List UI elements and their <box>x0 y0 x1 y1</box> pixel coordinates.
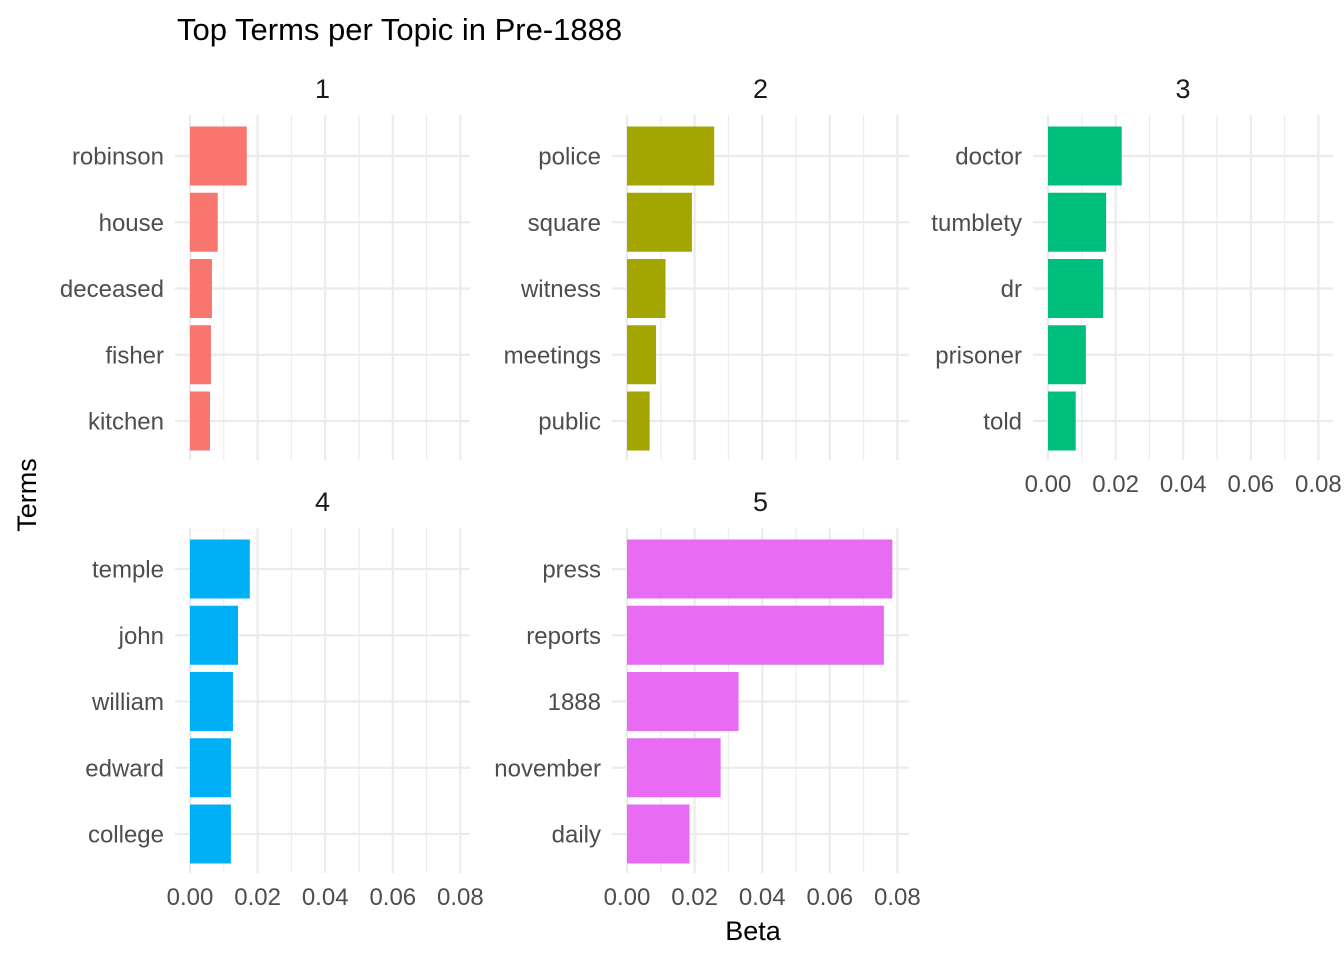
x-tick-label: 0.06 <box>369 884 416 911</box>
x-tick-label: 0.04 <box>302 884 349 911</box>
term-label: told <box>983 409 1022 436</box>
x-tick-label: 0.06 <box>1227 471 1274 498</box>
term-label: meetings <box>504 342 601 369</box>
x-tick-label: 0.08 <box>1295 471 1342 498</box>
facet-panel-1: 1 robinson house deceased fisher kitchen <box>60 74 470 460</box>
bar-press <box>627 539 893 599</box>
facet-label-5: 5 <box>753 487 768 517</box>
term-label: fisher <box>105 342 164 369</box>
bar-tumblety <box>1048 192 1107 252</box>
x-tick-label: 0.08 <box>874 884 921 911</box>
bar-reports <box>627 605 884 665</box>
x-tick-label: 0.02 <box>234 884 281 911</box>
facet-label-2: 2 <box>753 74 768 104</box>
x-tick-label: 0.06 <box>806 884 853 911</box>
x-tick-label: 0.00 <box>1025 471 1072 498</box>
term-label: kitchen <box>88 409 164 436</box>
bar-square <box>627 192 692 252</box>
term-label: 1888 <box>548 689 601 716</box>
bar-temple <box>190 539 250 599</box>
bar-prisoner <box>1048 325 1086 385</box>
term-label: edward <box>85 755 164 782</box>
term-label: temple <box>92 557 164 584</box>
bar-edward <box>190 738 231 798</box>
term-label: doctor <box>955 144 1022 171</box>
term-label: prisoner <box>935 342 1022 369</box>
facet-panel-2: 2 police square witness meetings public <box>504 74 909 460</box>
x-tick-label: 0.04 <box>739 884 786 911</box>
bar-robinson <box>190 126 247 186</box>
term-label: robinson <box>72 144 164 171</box>
bar-deceased <box>190 259 212 318</box>
bar-doctor <box>1048 126 1122 186</box>
term-label: house <box>99 210 164 237</box>
term-label: deceased <box>60 276 164 303</box>
bar-william <box>190 672 233 731</box>
facet-panel-3: 3 doctor tumblety dr prisoner told 0.00 0.02 0.0… <box>931 74 1341 498</box>
bar-dr <box>1048 259 1104 318</box>
bar-1888 <box>627 672 739 731</box>
term-label: john <box>118 623 164 650</box>
bar-john <box>190 605 238 665</box>
term-label: press <box>542 557 601 584</box>
term-label: daily <box>552 822 601 849</box>
term-label: witness <box>520 276 601 303</box>
facet-panel-5: 5 press reports 1888 november daily 0.00 0.02 0.… <box>494 487 920 911</box>
term-label: square <box>528 210 601 237</box>
bar-college <box>190 804 231 864</box>
term-label: november <box>494 755 601 782</box>
term-label: police <box>538 144 601 171</box>
facet-label-4: 4 <box>315 487 330 517</box>
x-tick-label: 0.02 <box>671 884 718 911</box>
y-axis-title: Terms <box>12 458 42 532</box>
bar-told <box>1048 391 1076 451</box>
x-tick-label: 0.08 <box>437 884 484 911</box>
x-axis-title: Beta <box>725 916 782 946</box>
bar-public <box>627 391 650 451</box>
facet-panels: 1 robinson house deceased fisher kitchen 2 poli… <box>60 74 1342 911</box>
x-tick-label: 0.00 <box>604 884 651 911</box>
term-label: public <box>538 409 601 436</box>
bar-meetings <box>627 325 657 385</box>
term-label: tumblety <box>931 210 1022 237</box>
term-label: reports <box>526 623 601 650</box>
x-tick-label: 0.04 <box>1160 471 1207 498</box>
facet-label-1: 1 <box>315 74 330 104</box>
bar-november <box>627 738 721 798</box>
facet-panel-4: 4 temple john william edward college 0.00 0.02 0… <box>85 487 483 911</box>
x-tick-label: 0.02 <box>1092 471 1139 498</box>
bar-house <box>190 192 218 252</box>
bar-fisher <box>190 325 211 385</box>
facet-label-3: 3 <box>1175 74 1190 104</box>
x-tick-label: 0.00 <box>167 884 214 911</box>
bar-kitchen <box>190 391 210 451</box>
term-label: college <box>88 822 164 849</box>
term-label: william <box>91 689 164 716</box>
chart-title: Top Terms per Topic in Pre-1888 <box>177 12 622 47</box>
bar-daily <box>627 804 690 864</box>
bar-police <box>627 126 715 186</box>
term-label: dr <box>1001 276 1022 303</box>
bar-witness <box>627 259 666 318</box>
